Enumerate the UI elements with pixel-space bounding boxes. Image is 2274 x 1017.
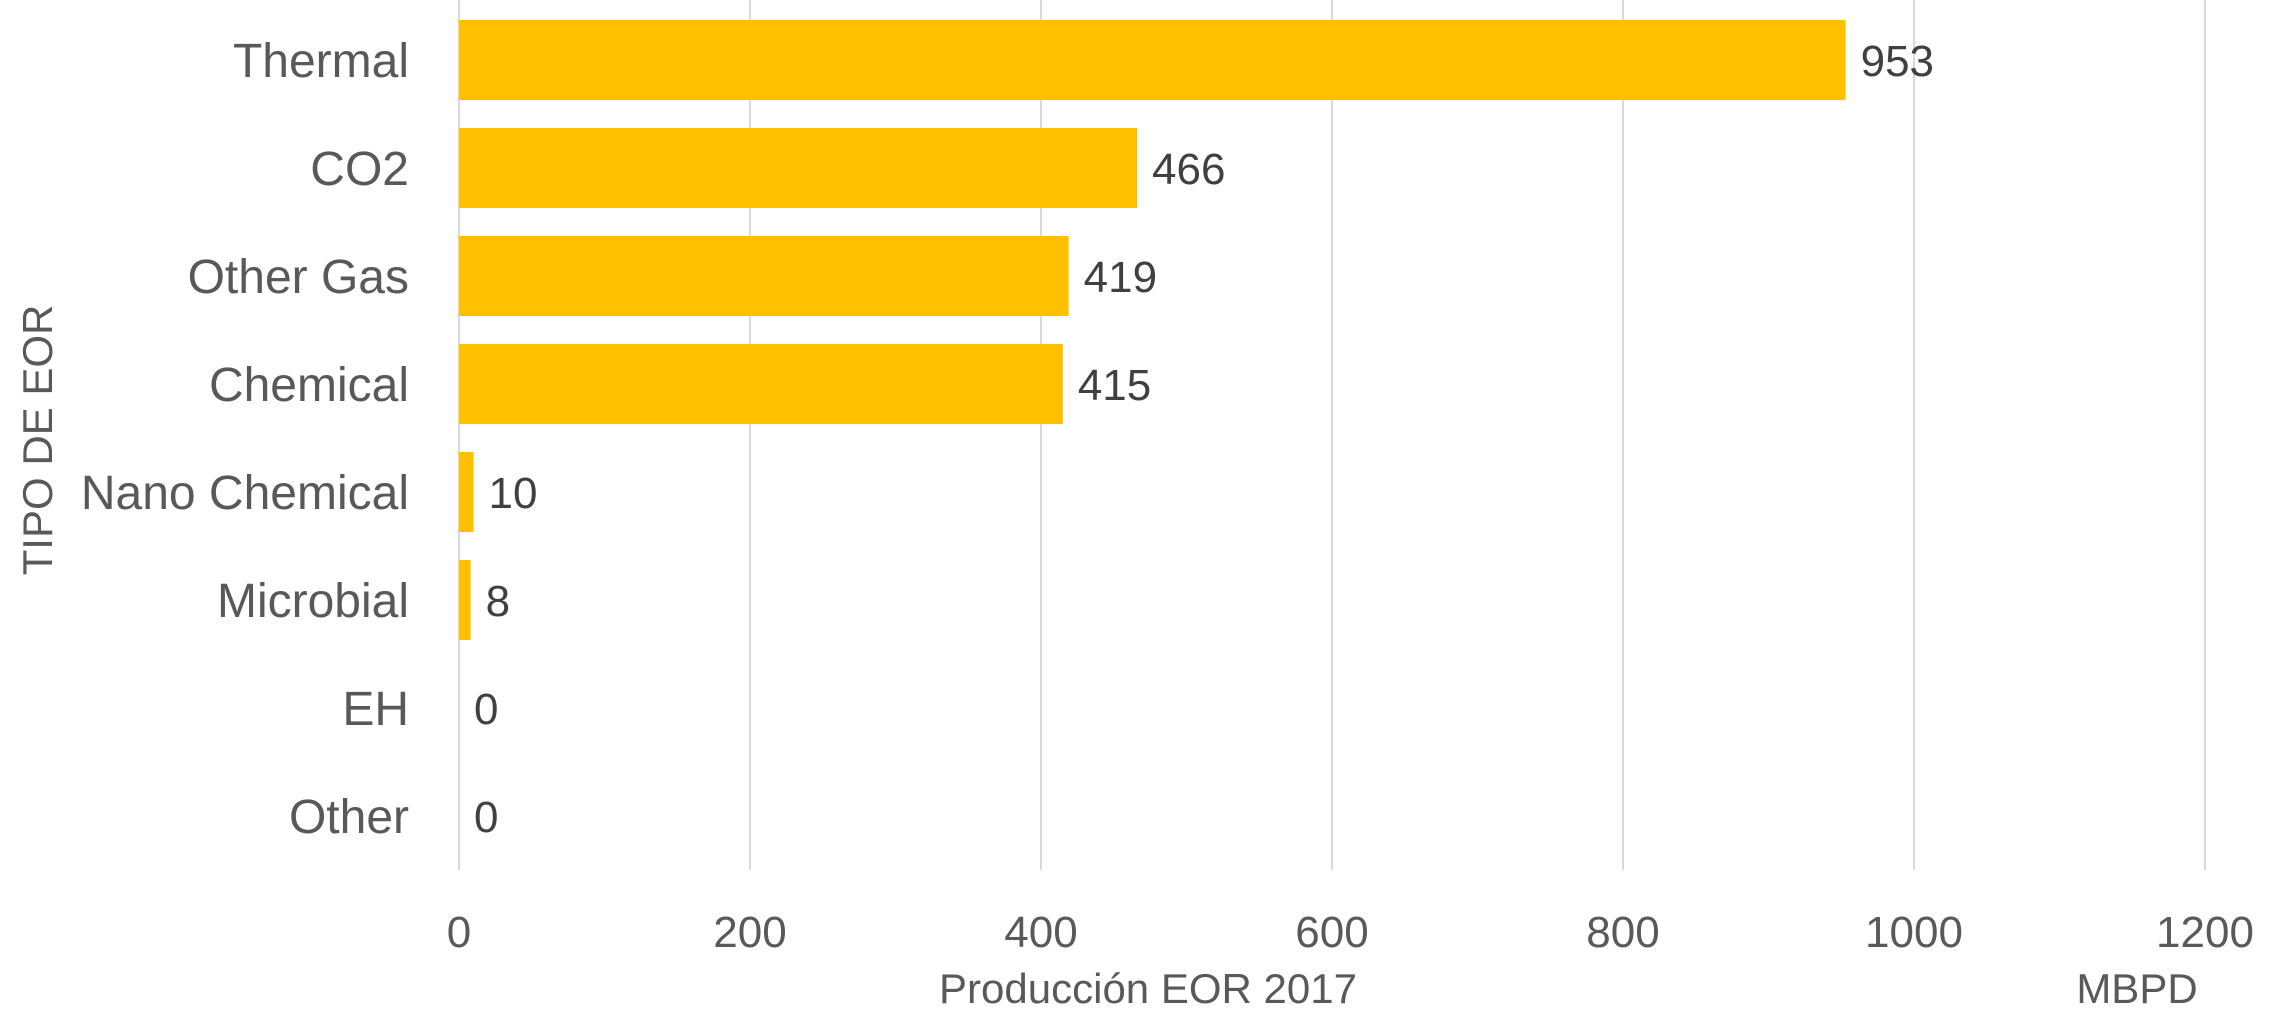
x-tick-label: 1000 xyxy=(1865,908,1963,957)
bar-chemical xyxy=(459,344,1063,424)
category-label: Microbial xyxy=(217,575,409,628)
y-axis-title: TIPO DE EOR xyxy=(14,305,61,576)
bar-other-gas xyxy=(459,236,1069,316)
x-tick-label: 600 xyxy=(1295,908,1368,957)
data-label: 466 xyxy=(1152,145,1225,194)
category-label: CO2 xyxy=(310,143,409,196)
x-tick-label: 0 xyxy=(447,908,471,957)
x-tick-labels: 0 200 400 600 800 1000 1200 xyxy=(447,908,2254,957)
category-label: Chemical xyxy=(209,359,409,412)
category-labels: Thermal CO2 Other Gas Chemical Nano Chemical… xyxy=(81,35,409,844)
x-tick-label: 1200 xyxy=(2156,908,2254,957)
data-label: 415 xyxy=(1078,361,1151,410)
data-label: 419 xyxy=(1084,253,1157,302)
category-label: EH xyxy=(342,683,409,736)
bars xyxy=(459,20,1846,640)
bar-co2 xyxy=(459,128,1138,208)
data-label: 953 xyxy=(1861,37,1934,86)
bar-thermal xyxy=(459,20,1846,100)
data-label: 8 xyxy=(486,577,510,626)
bar-nano-chemical xyxy=(459,452,474,532)
data-label: 0 xyxy=(474,685,498,734)
data-label: 10 xyxy=(489,469,538,518)
x-axis-title: Producción EOR 2017 xyxy=(939,965,1357,1012)
unit-label: MBPD xyxy=(2076,965,2197,1012)
category-label: Other xyxy=(289,791,409,844)
x-tick-label: 400 xyxy=(1004,908,1077,957)
x-tick-label: 200 xyxy=(713,908,786,957)
data-labels: 953 466 419 415 10 8 0 0 xyxy=(474,37,1934,842)
category-label: Other Gas xyxy=(188,251,409,304)
data-label: 0 xyxy=(474,793,498,842)
category-label: Nano Chemical xyxy=(81,467,409,520)
category-label: Thermal xyxy=(233,35,409,88)
x-tick-label: 800 xyxy=(1586,908,1659,957)
bar-microbial xyxy=(459,560,471,640)
